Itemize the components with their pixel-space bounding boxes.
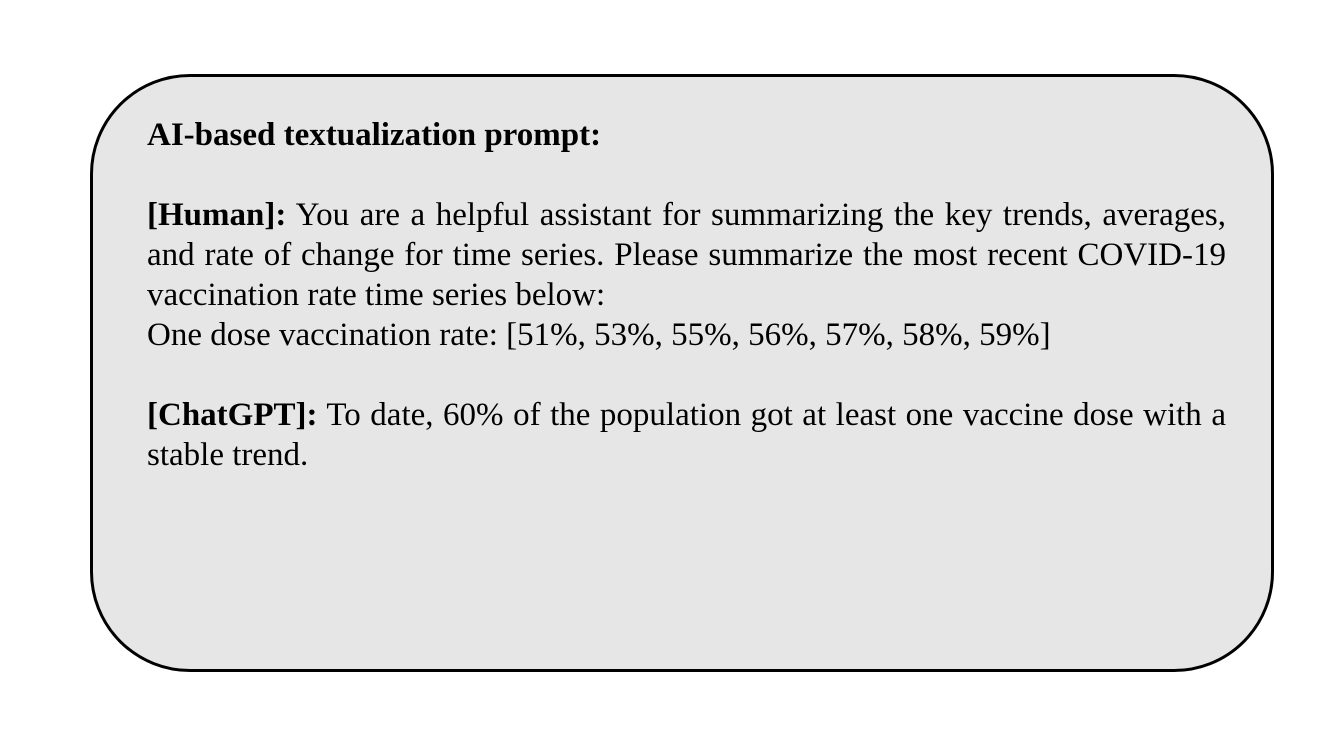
human-message-text: You are a helpful assistant for summariz… xyxy=(147,197,1226,313)
human-speaker-label: [Human]: xyxy=(147,197,287,233)
prompt-title: AI-based textualization prompt: xyxy=(147,117,602,153)
human-message: [Human]: You are a helpful assistant for… xyxy=(147,195,1226,315)
vaccination-series-line: One dose vaccination rate: [51%, 53%, 55… xyxy=(147,317,1051,353)
chatgpt-message-text: To date, 60% of the population got at le… xyxy=(147,397,1226,473)
chatgpt-speaker-label: [ChatGPT]: xyxy=(147,397,318,433)
spacer xyxy=(147,355,1226,395)
spacer xyxy=(147,155,1226,195)
chatgpt-message: [ChatGPT]: To date, 60% of the populatio… xyxy=(147,395,1226,475)
prompt-box: AI-based textualization prompt: [Human]:… xyxy=(90,74,1274,672)
